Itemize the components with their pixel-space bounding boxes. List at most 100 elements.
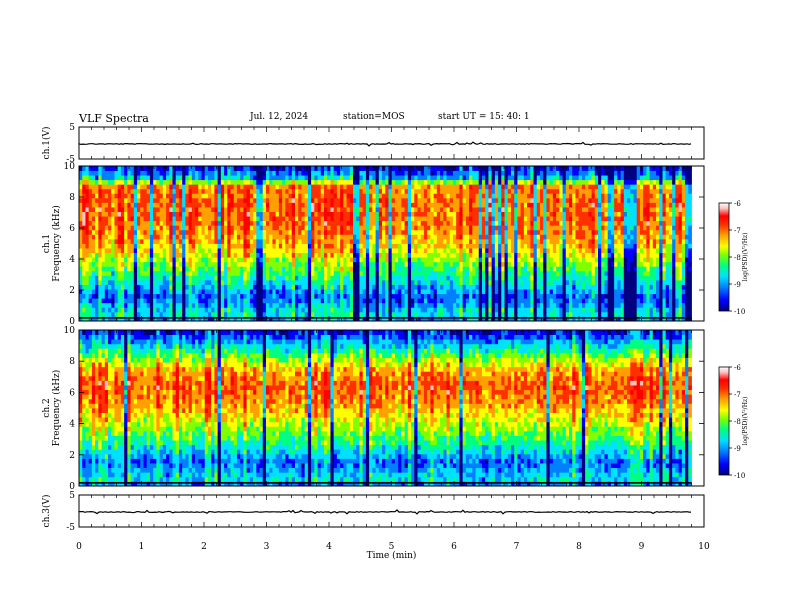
heat-cell <box>98 298 102 303</box>
heat-cell <box>405 257 409 262</box>
heat-cell <box>595 312 599 317</box>
heat-cell <box>611 221 615 226</box>
heat-cell <box>337 266 341 271</box>
heat-cell <box>243 221 247 226</box>
heat-cell <box>195 216 199 221</box>
heat-cell <box>569 307 573 312</box>
heat-cell <box>327 289 331 294</box>
heat-cell <box>553 225 557 230</box>
heat-cell <box>546 221 550 226</box>
heat-cell <box>121 225 125 230</box>
heat-cell <box>163 248 167 253</box>
heat-cell <box>182 202 186 207</box>
heat-cell <box>202 244 206 249</box>
heat-cell <box>466 216 470 221</box>
heat-cell <box>424 289 428 294</box>
heat-cell <box>592 216 596 221</box>
heat-cell <box>472 312 476 317</box>
heat-cell <box>208 244 212 249</box>
heat-cell <box>179 248 183 253</box>
heat-cell <box>546 216 550 221</box>
heat-cell <box>469 221 473 226</box>
heat-cell <box>369 266 373 271</box>
heat-cell <box>127 257 131 262</box>
heat-cell <box>534 280 538 285</box>
heat-cell <box>147 257 151 262</box>
heat-cell <box>311 253 315 258</box>
heat-cell <box>459 307 463 312</box>
heat-cell <box>608 266 612 271</box>
heat-cell <box>318 253 322 258</box>
heat-cell <box>347 202 351 207</box>
heat-cell <box>247 285 251 290</box>
heat-cell <box>685 207 689 212</box>
heat-cell <box>95 212 99 217</box>
heat-cell <box>463 262 467 267</box>
heat-cell <box>121 212 125 217</box>
heat-cell <box>688 280 692 285</box>
heat-cell <box>556 225 560 230</box>
heat-cell <box>353 207 357 212</box>
heat-cell <box>456 239 460 244</box>
heat-cell <box>395 221 399 226</box>
heat-cell <box>347 312 351 317</box>
heat-cell <box>137 230 141 235</box>
heat-cell <box>163 244 167 249</box>
heat-cell <box>250 202 254 207</box>
heat-cell <box>379 244 383 249</box>
heat-cell <box>688 230 692 235</box>
heat-cell <box>292 225 296 230</box>
heat-cell <box>427 244 431 249</box>
heat-cell <box>147 216 151 221</box>
heat-cell <box>263 280 267 285</box>
heat-cell <box>479 257 483 262</box>
heat-cell <box>124 230 128 235</box>
heat-cell <box>208 289 212 294</box>
heat-cell <box>89 225 93 230</box>
heat-cell <box>543 248 547 253</box>
heat-cell <box>330 221 334 226</box>
heat-cell <box>498 202 502 207</box>
heat-cell <box>160 266 164 271</box>
heat-cell <box>566 248 570 253</box>
heat-cell <box>447 225 451 230</box>
heat-cell <box>405 298 409 303</box>
heat-cell <box>553 212 557 217</box>
heat-cell <box>582 271 586 276</box>
heat-cell <box>688 234 692 239</box>
heat-cell <box>592 207 596 212</box>
heat-cell <box>337 312 341 317</box>
heat-cell <box>295 275 299 280</box>
heat-cell <box>156 303 160 308</box>
heat-cell <box>588 248 592 253</box>
heat-cell <box>140 307 144 312</box>
heat-cell <box>459 266 463 271</box>
heat-cell <box>305 257 309 262</box>
heat-cell <box>463 285 467 290</box>
heat-cell <box>537 207 541 212</box>
heat-cell <box>263 216 267 221</box>
heat-cell <box>114 271 118 276</box>
heat-cell <box>250 289 254 294</box>
heat-cell <box>143 289 147 294</box>
heat-cell <box>495 289 499 294</box>
heat-cell <box>192 225 196 230</box>
heat-cell <box>479 275 483 280</box>
heat-cell <box>666 262 670 267</box>
heat-cell <box>82 271 86 276</box>
heat-cell <box>134 234 138 239</box>
heat-cell <box>182 285 186 290</box>
heat-cell <box>408 312 412 317</box>
heat-cell <box>114 207 118 212</box>
heat-cell <box>459 289 463 294</box>
heat-cell <box>550 262 554 267</box>
heat-cell <box>662 280 666 285</box>
heat-cell <box>559 312 563 317</box>
heat-cell <box>247 289 251 294</box>
heat-cell <box>231 312 235 317</box>
heat-cell <box>172 289 176 294</box>
heat-cell <box>527 202 531 207</box>
heat-cell <box>398 271 402 276</box>
heat-cell <box>472 221 476 226</box>
heat-cell <box>289 285 293 290</box>
